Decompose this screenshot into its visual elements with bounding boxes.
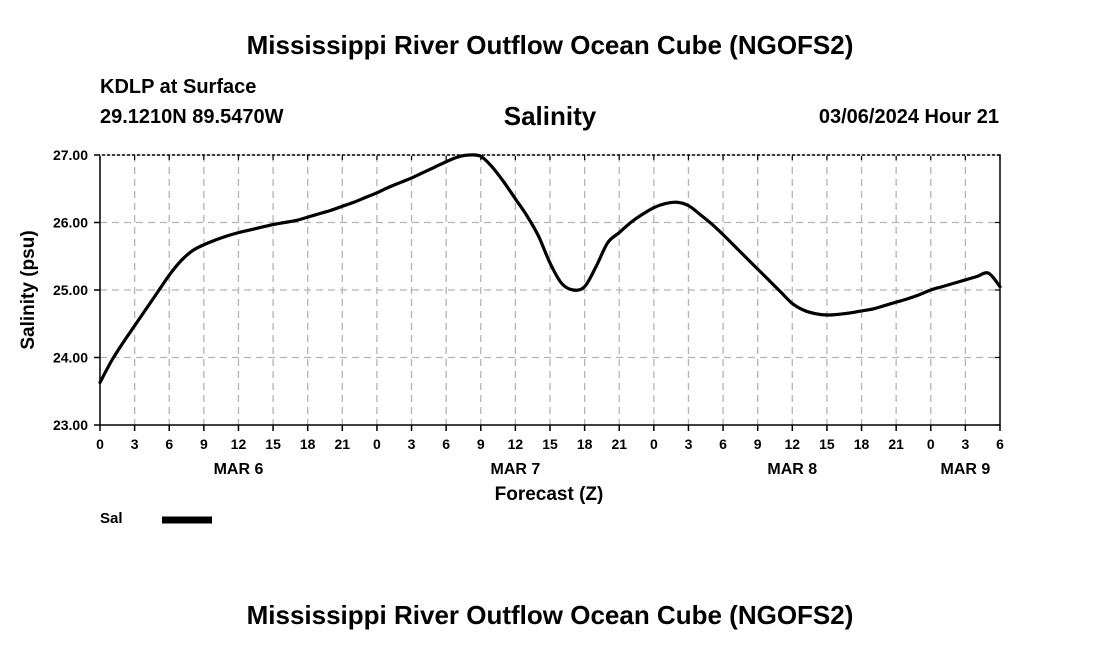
x-tick-label: 9 xyxy=(754,436,762,452)
y-axis-title: Salinity (psu) xyxy=(18,230,39,349)
x-tick-label: 21 xyxy=(611,436,627,452)
day-label: MAR 8 xyxy=(767,461,817,478)
y-tick-label: 27.00 xyxy=(53,147,88,163)
x-tick-label: 3 xyxy=(685,436,693,452)
valid-time: 03/06/2024 Hour 21 xyxy=(818,106,999,128)
x-tick-label: 3 xyxy=(131,436,139,452)
x-tick-label: 9 xyxy=(477,436,485,452)
axis-ticks xyxy=(94,154,1001,431)
y-tick-label: 23.00 xyxy=(53,417,88,433)
x-tick-label: 6 xyxy=(442,436,450,452)
station-coordinates: 29.1210N 89.5470W xyxy=(100,106,284,128)
x-tick-label: 3 xyxy=(961,436,969,452)
x-tick-label: 12 xyxy=(508,436,524,452)
y-tick-label: 26.00 xyxy=(53,215,88,231)
x-tick-label: 12 xyxy=(785,436,801,452)
x-tick-label: 21 xyxy=(335,436,351,452)
tick-labels: 0 3 6 9 12 15 18 21 0 3 6 9 12 15 18 21 0 3 6 9 12 15 18 21 0 3 6 2… xyxy=(53,147,1004,478)
day-label: MAR 6 xyxy=(214,461,264,478)
y-tick-label: 24.00 xyxy=(53,350,88,366)
chart-title-bottom: Mississippi River Outflow Ocean Cube (NG… xyxy=(246,600,854,630)
chart-title-top: Mississippi River Outflow Ocean Cube (NG… xyxy=(246,30,854,60)
station-label: KDLP at Surface xyxy=(100,76,257,98)
x-tick-label: 3 xyxy=(408,436,416,452)
x-tick-label: 0 xyxy=(927,436,935,452)
x-tick-label: 9 xyxy=(200,436,208,452)
x-axis-title: Forecast (Z) xyxy=(495,484,604,505)
x-tick-label: 18 xyxy=(300,436,316,452)
y-tick-label: 25.00 xyxy=(53,282,88,298)
grid xyxy=(100,155,1000,425)
x-tick-label: 12 xyxy=(231,436,247,452)
x-tick-label: 18 xyxy=(854,436,870,452)
series-line-sal xyxy=(98,153,1002,385)
x-tick-label: 6 xyxy=(165,436,173,452)
series-layer xyxy=(98,153,1002,385)
x-tick-label: 21 xyxy=(888,436,904,452)
x-tick-label: 6 xyxy=(719,436,727,452)
x-tick-label: 0 xyxy=(650,436,658,452)
x-tick-label: 15 xyxy=(542,436,558,452)
x-tick-label: 0 xyxy=(96,436,104,452)
day-label: MAR 7 xyxy=(490,461,540,478)
x-tick-label: 15 xyxy=(265,436,281,452)
legend-label: Sal xyxy=(100,510,123,527)
day-label: MAR 9 xyxy=(940,461,990,478)
x-tick-label: 18 xyxy=(577,436,593,452)
x-tick-label: 15 xyxy=(819,436,835,452)
x-tick-label: 6 xyxy=(996,436,1004,452)
chart-subtitle: Salinity xyxy=(503,101,597,131)
x-tick-label: 0 xyxy=(373,436,381,452)
